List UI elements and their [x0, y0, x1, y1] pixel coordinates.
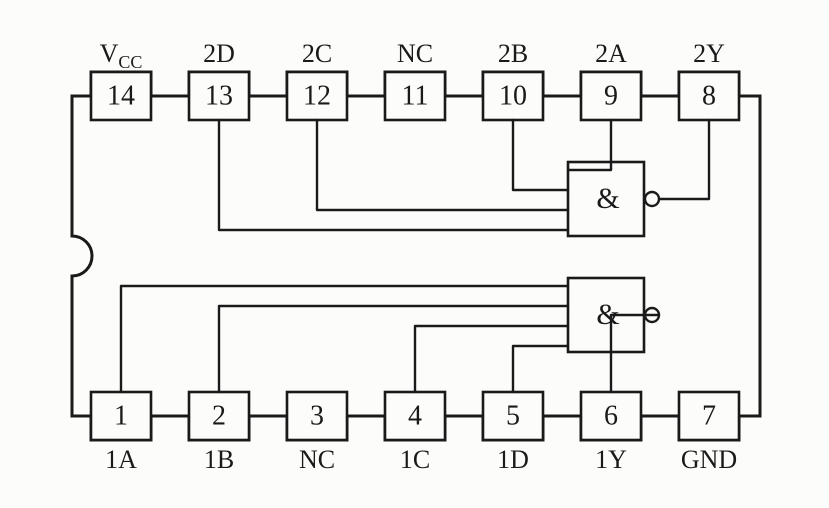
pin-8-number: 8 — [702, 80, 716, 111]
pin-4-number: 4 — [408, 400, 422, 431]
wire-gate2-to-pin8 — [659, 120, 709, 199]
pin-11-number: 11 — [402, 80, 429, 111]
pin-7-number: 7 — [702, 400, 716, 431]
wire-pin10-to-gate2 — [513, 120, 568, 190]
pin-10-number: 10 — [499, 80, 527, 111]
pin-13-number: 13 — [205, 80, 233, 111]
wire-pin12-to-gate2 — [317, 120, 568, 210]
pin-2-label: 1B — [204, 445, 234, 474]
pin-4-label: 1C — [400, 445, 430, 474]
pin-5-number: 5 — [506, 400, 520, 431]
pin-9-label: 2A — [595, 39, 627, 68]
wire-pin2-to-gate1 — [219, 306, 568, 392]
pin-5-label: 1D — [497, 445, 529, 474]
pin-13-label: 2D — [203, 39, 235, 68]
pin-10-label: 2B — [498, 39, 528, 68]
pin-11-label: NC — [397, 39, 433, 68]
pin-6-label: 1Y — [595, 445, 627, 474]
pin-14-label: VCC — [100, 39, 143, 72]
ic-pinout-diagram: 14 VCC 13 2D 12 2C 11 NC 10 2B 9 2A 8 2Y 1 1A 2 1B 3 NC 4 1C 5… — [0, 0, 829, 508]
pin-2-number: 2 — [212, 400, 226, 431]
nand-gate-top-symbol: & — [596, 182, 619, 215]
nand-gate-top-invert-bubble — [645, 192, 659, 206]
wire-pin5-to-gate1 — [513, 346, 568, 392]
pin-1-number: 1 — [114, 400, 128, 431]
pin-12-number: 12 — [303, 80, 331, 111]
pin-12-label: 2C — [302, 39, 332, 68]
wire-pin13-to-gate2 — [219, 120, 568, 230]
wire-pin4-to-gate1 — [415, 326, 568, 392]
pin-14-number: 14 — [107, 80, 135, 111]
pin-6-number: 6 — [604, 400, 618, 431]
pin-3-label: NC — [299, 445, 335, 474]
wire-pin1-to-gate1 — [121, 286, 568, 392]
pin-8-label: 2Y — [693, 39, 725, 68]
pin-3-number: 3 — [310, 400, 324, 431]
pin-1-label: 1A — [105, 445, 137, 474]
pin-9-number: 9 — [604, 80, 618, 111]
pin-7-label: GND — [681, 445, 737, 474]
